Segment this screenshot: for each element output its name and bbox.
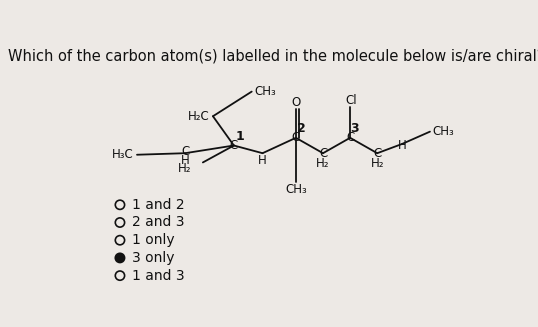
Text: H: H — [258, 154, 267, 167]
Text: 1: 1 — [236, 130, 244, 143]
Text: C: C — [292, 131, 300, 144]
Text: CH₃: CH₃ — [254, 85, 276, 98]
Text: C: C — [373, 147, 381, 160]
Text: H: H — [398, 139, 406, 152]
Text: O: O — [291, 96, 301, 109]
Text: H₂: H₂ — [178, 162, 192, 175]
Text: H₂: H₂ — [316, 158, 330, 170]
Text: 1 and 2: 1 and 2 — [132, 198, 185, 212]
Text: 1 only: 1 only — [132, 233, 175, 247]
Text: CH₃: CH₃ — [285, 183, 307, 196]
Text: C: C — [230, 139, 238, 152]
Text: 3: 3 — [350, 122, 359, 135]
Text: 2: 2 — [297, 122, 306, 135]
Text: H₂C: H₂C — [188, 110, 210, 123]
Text: CH₃: CH₃ — [432, 125, 454, 138]
Text: Which of the carbon atom(s) labelled in the molecule below is/are chiral?: Which of the carbon atom(s) labelled in … — [8, 48, 538, 63]
Text: C: C — [319, 147, 327, 160]
Text: 1 and 3: 1 and 3 — [132, 268, 185, 283]
Text: H₃C: H₃C — [112, 148, 134, 161]
Circle shape — [115, 253, 125, 263]
Text: 2 and 3: 2 and 3 — [132, 215, 185, 230]
Text: H: H — [181, 154, 189, 167]
Text: C: C — [346, 131, 354, 144]
Text: 3 only: 3 only — [132, 251, 175, 265]
Text: Cl: Cl — [346, 95, 357, 107]
Text: H₂: H₂ — [371, 158, 384, 170]
Text: C: C — [181, 145, 189, 158]
